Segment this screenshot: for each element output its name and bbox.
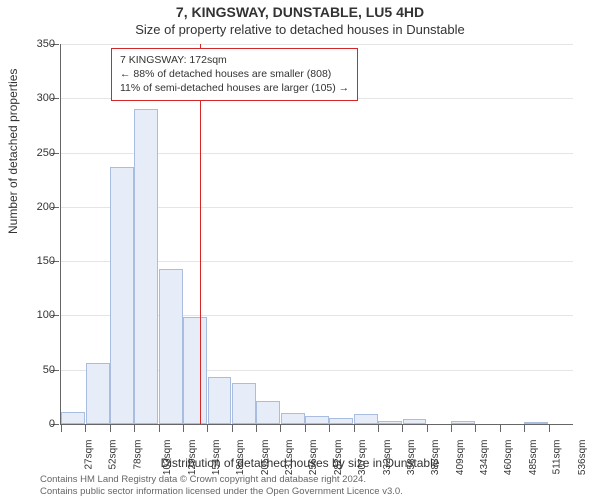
- y-tick-label: 200: [15, 201, 55, 213]
- title-sub: Size of property relative to detached ho…: [0, 22, 600, 37]
- y-tick-label: 0: [15, 418, 55, 430]
- histogram-bar: [378, 421, 402, 424]
- x-tick: [85, 424, 86, 432]
- footer-attribution: Contains HM Land Registry data © Crown c…: [0, 474, 600, 498]
- x-tick: [524, 424, 525, 432]
- histogram-bar: [159, 269, 183, 424]
- histogram-bar: [256, 401, 280, 424]
- x-tick: [427, 424, 428, 432]
- gridline: [61, 44, 573, 45]
- legend-line-2: ← 88% of detached houses are smaller (80…: [120, 67, 349, 81]
- histogram-bar: [354, 414, 378, 424]
- y-tick-label: 50: [15, 364, 55, 376]
- histogram-bar: [110, 167, 134, 424]
- x-tick: [134, 424, 135, 432]
- x-tick: [451, 424, 452, 432]
- figure: 7, KINGSWAY, DUNSTABLE, LU5 4HD Size of …: [0, 0, 600, 500]
- x-tick: [378, 424, 379, 432]
- y-tick-label: 100: [15, 309, 55, 321]
- histogram-bar: [208, 377, 232, 424]
- histogram-bar: [86, 363, 110, 424]
- histogram-bar: [134, 109, 158, 424]
- x-axis-label: Distribution of detached houses by size …: [0, 456, 600, 470]
- x-tick: [549, 424, 550, 432]
- histogram-bar: [183, 317, 207, 424]
- legend-line-1: 7 KINGSWAY: 172sqm: [120, 53, 349, 67]
- histogram-bar: [305, 416, 329, 424]
- title-main: 7, KINGSWAY, DUNSTABLE, LU5 4HD: [0, 4, 600, 20]
- x-tick: [256, 424, 257, 432]
- x-tick: [183, 424, 184, 432]
- histogram-bar: [232, 383, 256, 424]
- x-tick: [110, 424, 111, 432]
- x-tick: [159, 424, 160, 432]
- histogram-bar: [451, 421, 475, 424]
- footer-line-1: Contains HM Land Registry data © Crown c…: [40, 474, 560, 486]
- legend-line-3: 11% of semi-detached houses are larger (…: [120, 81, 349, 95]
- histogram-bar: [403, 419, 427, 424]
- histogram-bar: [281, 413, 305, 424]
- histogram-bar: [61, 412, 85, 424]
- x-tick: [475, 424, 476, 432]
- y-tick-label: 300: [15, 92, 55, 104]
- x-tick: [232, 424, 233, 432]
- x-tick: [354, 424, 355, 432]
- reference-legend: 7 KINGSWAY: 172sqm ← 88% of detached hou…: [111, 48, 358, 101]
- y-tick-label: 250: [15, 147, 55, 159]
- y-tick-label: 350: [15, 38, 55, 50]
- histogram-bar: [524, 422, 548, 424]
- x-tick: [305, 424, 306, 432]
- x-tick: [61, 424, 62, 432]
- histogram-bar: [329, 418, 353, 425]
- x-tick: [207, 424, 208, 432]
- footer-line-2: Contains public sector information licen…: [40, 486, 560, 498]
- x-tick: [402, 424, 403, 432]
- chart-area: 7 KINGSWAY: 172sqm ← 88% of detached hou…: [60, 44, 573, 425]
- reference-line: [200, 44, 201, 424]
- y-tick-label: 150: [15, 255, 55, 267]
- x-tick: [280, 424, 281, 432]
- x-tick: [329, 424, 330, 432]
- x-tick: [500, 424, 501, 432]
